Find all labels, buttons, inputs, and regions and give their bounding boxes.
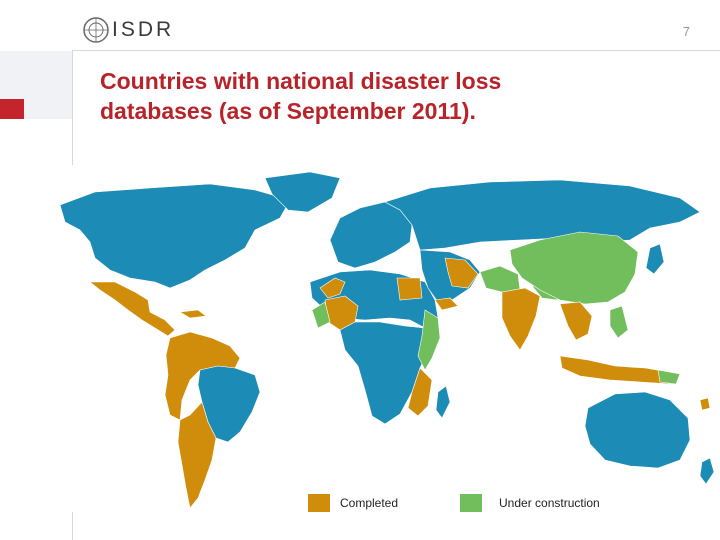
- egypt-completed: [396, 277, 423, 301]
- europe: [329, 201, 413, 269]
- africa-sahel-completed: [319, 277, 346, 299]
- side-decoration-block-lower: [24, 99, 72, 119]
- india-completed: [501, 287, 541, 351]
- australia: [584, 391, 691, 469]
- side-accent-mark: [0, 99, 24, 119]
- central-asia-under-construction: [479, 265, 521, 293]
- africa-east-under-construction: [417, 309, 441, 371]
- mexico-central-america: [89, 281, 176, 337]
- indonesia-completed: [559, 355, 681, 385]
- left-divider-bottom: [72, 512, 73, 540]
- papua-under-construction: [657, 369, 681, 385]
- slide-title-line-1: Countries with national disaster loss: [100, 68, 502, 94]
- header-divider: [72, 50, 720, 51]
- caribbean: [179, 309, 207, 319]
- un-emblem-icon: [83, 17, 109, 43]
- greenland: [264, 171, 341, 213]
- legend-under-construction-label: Under construction: [499, 496, 600, 510]
- africa-east-completed: [407, 367, 433, 417]
- north-america: [59, 183, 291, 289]
- legend-completed-label: Completed: [340, 496, 399, 510]
- japan: [645, 243, 665, 275]
- south-america-south: [177, 401, 217, 509]
- legend-completed-swatch: [308, 494, 330, 512]
- new-zealand: [699, 457, 715, 485]
- slide-title: Countries with national disaster loss da…: [100, 66, 660, 126]
- africa-west-under-construction: [311, 301, 331, 329]
- madagascar: [435, 385, 451, 419]
- south-america-north: [164, 331, 241, 421]
- china-under-construction: [509, 231, 639, 305]
- left-divider: [72, 50, 73, 165]
- legend-under-construction-swatch: [460, 494, 482, 512]
- middle-east-completed: [444, 257, 479, 289]
- mainland-southeast-asia-completed: [559, 301, 593, 341]
- page-number: 7: [682, 24, 690, 39]
- slide-title-line-2: databases (as of September 2011).: [100, 98, 476, 124]
- yemen-completed: [434, 297, 459, 311]
- isdr-logo-text: ISDR: [112, 18, 175, 41]
- world-map: [59, 171, 715, 509]
- side-decoration-block: [0, 51, 72, 99]
- pacific-islands-completed: [699, 397, 711, 411]
- philippines-under-construction: [609, 305, 629, 339]
